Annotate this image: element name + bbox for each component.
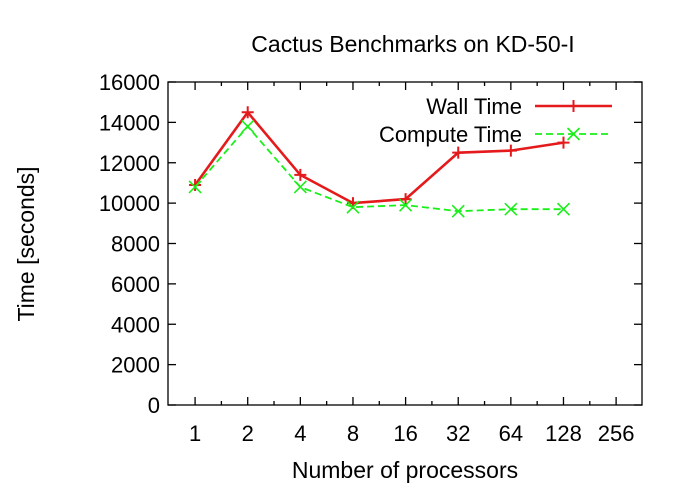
- data-point-wall-time: [399, 193, 412, 206]
- data-point-wall-time: [504, 144, 517, 157]
- y-tick-label: 2000: [111, 353, 160, 378]
- x-tick-label: 128: [545, 421, 582, 446]
- data-point-compute-time: [504, 202, 518, 216]
- x-tick-label: 16: [393, 421, 417, 446]
- x-tick-label: 2: [242, 421, 254, 446]
- x-tick-label: 8: [347, 421, 359, 446]
- y-tick-label: 10000: [99, 191, 160, 216]
- series-layer: [188, 106, 571, 218]
- legend-label-wall-time: Wall Time: [426, 94, 522, 119]
- legend-marker-compute-time: [566, 127, 581, 141]
- y-tick-labels: 0 2000 4000 6000 8000 10000 12000 14000 16000: [99, 70, 160, 418]
- plot-frame: [167, 81, 643, 406]
- y-axis-label: Time [seconds]: [13, 166, 39, 321]
- data-point-wall-time: [294, 168, 307, 181]
- y-tick-label: 0: [148, 393, 160, 418]
- series-wall-time: [189, 106, 570, 210]
- data-point-compute-time: [556, 202, 571, 216]
- data-point-compute-time: [293, 180, 307, 194]
- chart-title: Cactus Benchmarks on KD-50-I: [251, 31, 574, 57]
- series-compute-time: [188, 119, 571, 218]
- data-point-compute-time: [399, 198, 413, 212]
- y-tick-label: 12000: [99, 151, 160, 176]
- legend-label-compute-time: Compute Time: [379, 122, 522, 147]
- x-tick-label: 4: [294, 421, 306, 446]
- data-point-wall-time: [452, 146, 465, 159]
- y-tick-label: 4000: [111, 312, 160, 337]
- data-point-compute-time: [188, 180, 202, 194]
- x-tick-labels: 1 2 4 8 16 32 64 128 256: [189, 421, 635, 446]
- x-tick-label: 256: [598, 421, 635, 446]
- series-line-wall-time: [194, 110, 564, 205]
- data-point-wall-time: [189, 178, 202, 191]
- data-point-wall-time: [241, 106, 254, 119]
- x-tick-label: 64: [499, 421, 523, 446]
- y-tick-label: 6000: [111, 272, 160, 297]
- data-point-compute-time: [346, 200, 360, 214]
- y-tick-label: 16000: [99, 70, 160, 95]
- x-tick-label: 32: [446, 421, 470, 446]
- legend: Wall Time Compute Time: [379, 94, 612, 147]
- x-axis-label: Number of processors: [292, 457, 518, 483]
- axis-ticks: [168, 81, 642, 406]
- series-line-compute-time: [194, 125, 564, 213]
- data-point-wall-time: [557, 136, 570, 149]
- y-tick-label: 8000: [111, 232, 160, 257]
- legend-marker-wall-time: [567, 100, 580, 112]
- data-point-compute-time: [451, 204, 465, 218]
- y-tick-label: 14000: [99, 110, 160, 135]
- x-tick-label: 1: [189, 421, 201, 446]
- data-point-compute-time: [241, 119, 255, 133]
